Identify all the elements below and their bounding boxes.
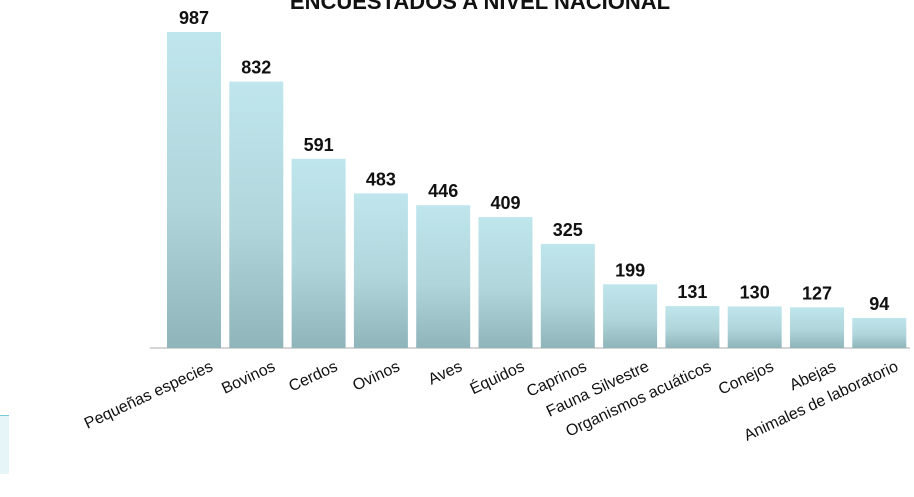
bar-4 bbox=[416, 205, 471, 348]
bar-7 bbox=[603, 284, 658, 348]
left-edge-box bbox=[0, 415, 9, 474]
category-label-0: Pequeñas especies bbox=[82, 358, 216, 432]
chart-title: ENCUESTADOS A NIVEL NACIONAL bbox=[290, 0, 670, 14]
value-label-5: 409 bbox=[490, 193, 520, 213]
value-label-11: 94 bbox=[869, 294, 889, 314]
category-label-2: Cerdos bbox=[286, 358, 340, 395]
bar-9 bbox=[727, 306, 782, 348]
value-label-4: 446 bbox=[428, 181, 458, 201]
category-labels-group: Pequeñas especies Bovinos Cerdos Ovinos Aves… bbox=[82, 356, 901, 444]
value-label-2: 591 bbox=[304, 135, 334, 155]
bar-6 bbox=[540, 243, 595, 348]
bar-11 bbox=[852, 317, 907, 348]
bar-1 bbox=[229, 81, 284, 348]
value-label-6: 325 bbox=[553, 220, 583, 240]
value-labels-group: 987 832 591 483 446 409 325 199 131 130 127 94 bbox=[179, 8, 889, 314]
value-label-1: 832 bbox=[241, 58, 271, 78]
category-label-1: Bovinos bbox=[219, 358, 278, 397]
value-label-10: 127 bbox=[802, 283, 832, 303]
bar-0 bbox=[167, 32, 221, 348]
value-label-0: 987 bbox=[179, 8, 209, 28]
value-label-3: 483 bbox=[366, 169, 396, 189]
bar-8 bbox=[665, 306, 720, 348]
category-label-9: Conejos bbox=[716, 358, 776, 398]
category-label-4: Aves bbox=[426, 358, 465, 388]
bar-2 bbox=[291, 158, 346, 348]
bar-10 bbox=[790, 307, 844, 348]
bars-group bbox=[167, 32, 907, 348]
value-label-9: 130 bbox=[740, 282, 770, 302]
value-label-8: 131 bbox=[677, 282, 707, 302]
category-label-3: Ovinos bbox=[350, 358, 402, 394]
bar-5 bbox=[478, 217, 533, 348]
bar-3 bbox=[353, 193, 408, 348]
category-label-5: Équidos bbox=[467, 356, 527, 398]
value-label-7: 199 bbox=[615, 260, 645, 280]
